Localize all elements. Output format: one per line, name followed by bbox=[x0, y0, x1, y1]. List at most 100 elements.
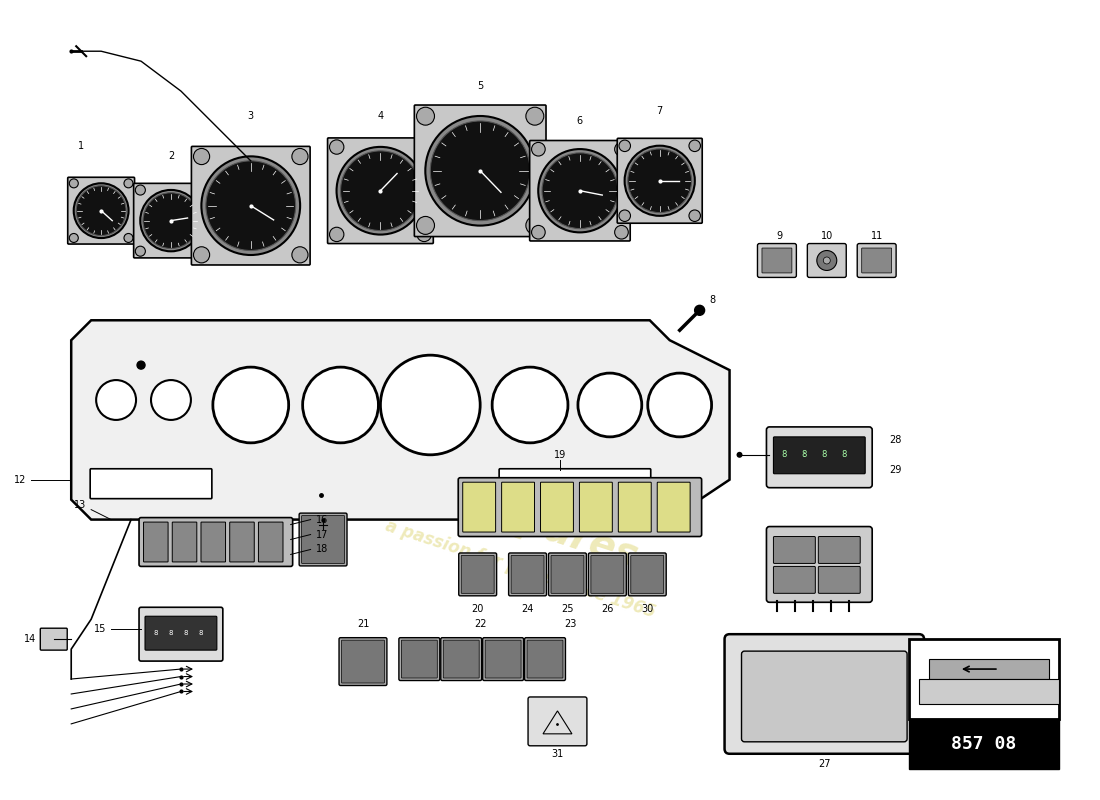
Circle shape bbox=[542, 153, 618, 229]
FancyBboxPatch shape bbox=[628, 553, 667, 596]
Circle shape bbox=[417, 107, 434, 125]
Text: 27: 27 bbox=[818, 758, 830, 769]
Circle shape bbox=[648, 373, 712, 437]
Circle shape bbox=[292, 149, 308, 165]
Text: 17: 17 bbox=[316, 530, 328, 539]
FancyBboxPatch shape bbox=[415, 105, 546, 237]
Circle shape bbox=[628, 149, 692, 213]
FancyBboxPatch shape bbox=[618, 482, 651, 532]
Text: 3: 3 bbox=[248, 111, 254, 121]
Text: 16: 16 bbox=[316, 514, 328, 525]
Text: 13: 13 bbox=[74, 500, 86, 510]
Text: eurospares: eurospares bbox=[397, 463, 642, 576]
Circle shape bbox=[381, 355, 481, 455]
Text: :: : bbox=[803, 450, 805, 459]
Circle shape bbox=[417, 227, 431, 242]
Circle shape bbox=[292, 246, 308, 263]
Text: 9: 9 bbox=[777, 230, 782, 241]
Circle shape bbox=[76, 186, 126, 235]
Text: 5: 5 bbox=[477, 81, 483, 91]
FancyBboxPatch shape bbox=[502, 482, 535, 532]
FancyBboxPatch shape bbox=[773, 537, 815, 563]
FancyBboxPatch shape bbox=[461, 555, 494, 594]
FancyBboxPatch shape bbox=[230, 522, 254, 562]
Text: 1: 1 bbox=[78, 141, 85, 151]
Circle shape bbox=[817, 250, 837, 270]
Text: 30: 30 bbox=[641, 604, 653, 614]
Circle shape bbox=[151, 380, 191, 420]
Circle shape bbox=[426, 116, 535, 226]
Circle shape bbox=[619, 140, 630, 151]
Text: 4: 4 bbox=[377, 111, 384, 121]
Circle shape bbox=[197, 185, 207, 195]
FancyBboxPatch shape bbox=[341, 640, 384, 683]
FancyBboxPatch shape bbox=[580, 482, 613, 532]
Text: 22: 22 bbox=[474, 619, 486, 630]
Text: 11: 11 bbox=[870, 230, 883, 241]
Text: 8: 8 bbox=[822, 450, 827, 459]
FancyBboxPatch shape bbox=[339, 638, 387, 686]
Text: 31: 31 bbox=[551, 749, 563, 758]
Circle shape bbox=[531, 226, 546, 239]
Text: 24: 24 bbox=[521, 604, 534, 614]
FancyBboxPatch shape bbox=[299, 513, 346, 566]
FancyBboxPatch shape bbox=[818, 566, 860, 594]
Circle shape bbox=[694, 306, 705, 315]
Circle shape bbox=[138, 361, 145, 369]
FancyBboxPatch shape bbox=[328, 138, 433, 243]
FancyBboxPatch shape bbox=[41, 628, 67, 650]
Circle shape bbox=[492, 367, 568, 443]
FancyBboxPatch shape bbox=[528, 697, 587, 746]
Text: 8: 8 bbox=[782, 450, 788, 459]
Circle shape bbox=[124, 179, 133, 188]
Text: 23: 23 bbox=[564, 619, 576, 630]
FancyBboxPatch shape bbox=[68, 178, 134, 244]
FancyBboxPatch shape bbox=[857, 243, 896, 278]
FancyBboxPatch shape bbox=[909, 639, 1058, 719]
FancyBboxPatch shape bbox=[861, 248, 892, 273]
Text: 12: 12 bbox=[14, 474, 26, 485]
FancyBboxPatch shape bbox=[191, 146, 310, 265]
Circle shape bbox=[206, 161, 296, 250]
FancyBboxPatch shape bbox=[512, 555, 544, 594]
FancyBboxPatch shape bbox=[402, 640, 438, 678]
Circle shape bbox=[143, 193, 199, 249]
Polygon shape bbox=[72, 320, 729, 519]
Circle shape bbox=[619, 210, 630, 222]
Circle shape bbox=[74, 183, 129, 238]
FancyBboxPatch shape bbox=[530, 141, 630, 241]
Text: 20: 20 bbox=[472, 604, 484, 614]
FancyBboxPatch shape bbox=[551, 555, 584, 594]
Text: 18: 18 bbox=[316, 545, 328, 554]
FancyBboxPatch shape bbox=[767, 427, 872, 488]
FancyBboxPatch shape bbox=[485, 640, 521, 678]
FancyBboxPatch shape bbox=[773, 566, 815, 594]
Text: 2: 2 bbox=[168, 151, 174, 161]
Circle shape bbox=[330, 140, 344, 154]
Text: 8: 8 bbox=[710, 295, 716, 306]
FancyBboxPatch shape bbox=[459, 553, 496, 596]
Circle shape bbox=[417, 140, 431, 154]
FancyBboxPatch shape bbox=[499, 469, 651, 498]
Circle shape bbox=[430, 121, 530, 221]
FancyBboxPatch shape bbox=[173, 522, 197, 562]
Text: 19: 19 bbox=[553, 450, 566, 460]
Circle shape bbox=[135, 246, 145, 256]
Text: 8: 8 bbox=[184, 630, 188, 636]
Circle shape bbox=[124, 234, 133, 242]
FancyBboxPatch shape bbox=[540, 482, 573, 532]
FancyBboxPatch shape bbox=[741, 651, 908, 742]
Text: 29: 29 bbox=[889, 465, 902, 474]
Circle shape bbox=[823, 257, 830, 264]
FancyBboxPatch shape bbox=[549, 553, 586, 596]
Text: 14: 14 bbox=[24, 634, 36, 644]
Text: 8: 8 bbox=[199, 630, 204, 636]
FancyBboxPatch shape bbox=[134, 183, 208, 258]
Circle shape bbox=[531, 142, 546, 156]
Text: 8: 8 bbox=[842, 450, 847, 459]
Circle shape bbox=[337, 147, 425, 234]
FancyBboxPatch shape bbox=[145, 616, 217, 650]
FancyBboxPatch shape bbox=[463, 482, 496, 532]
FancyBboxPatch shape bbox=[139, 518, 293, 566]
FancyBboxPatch shape bbox=[441, 638, 482, 681]
